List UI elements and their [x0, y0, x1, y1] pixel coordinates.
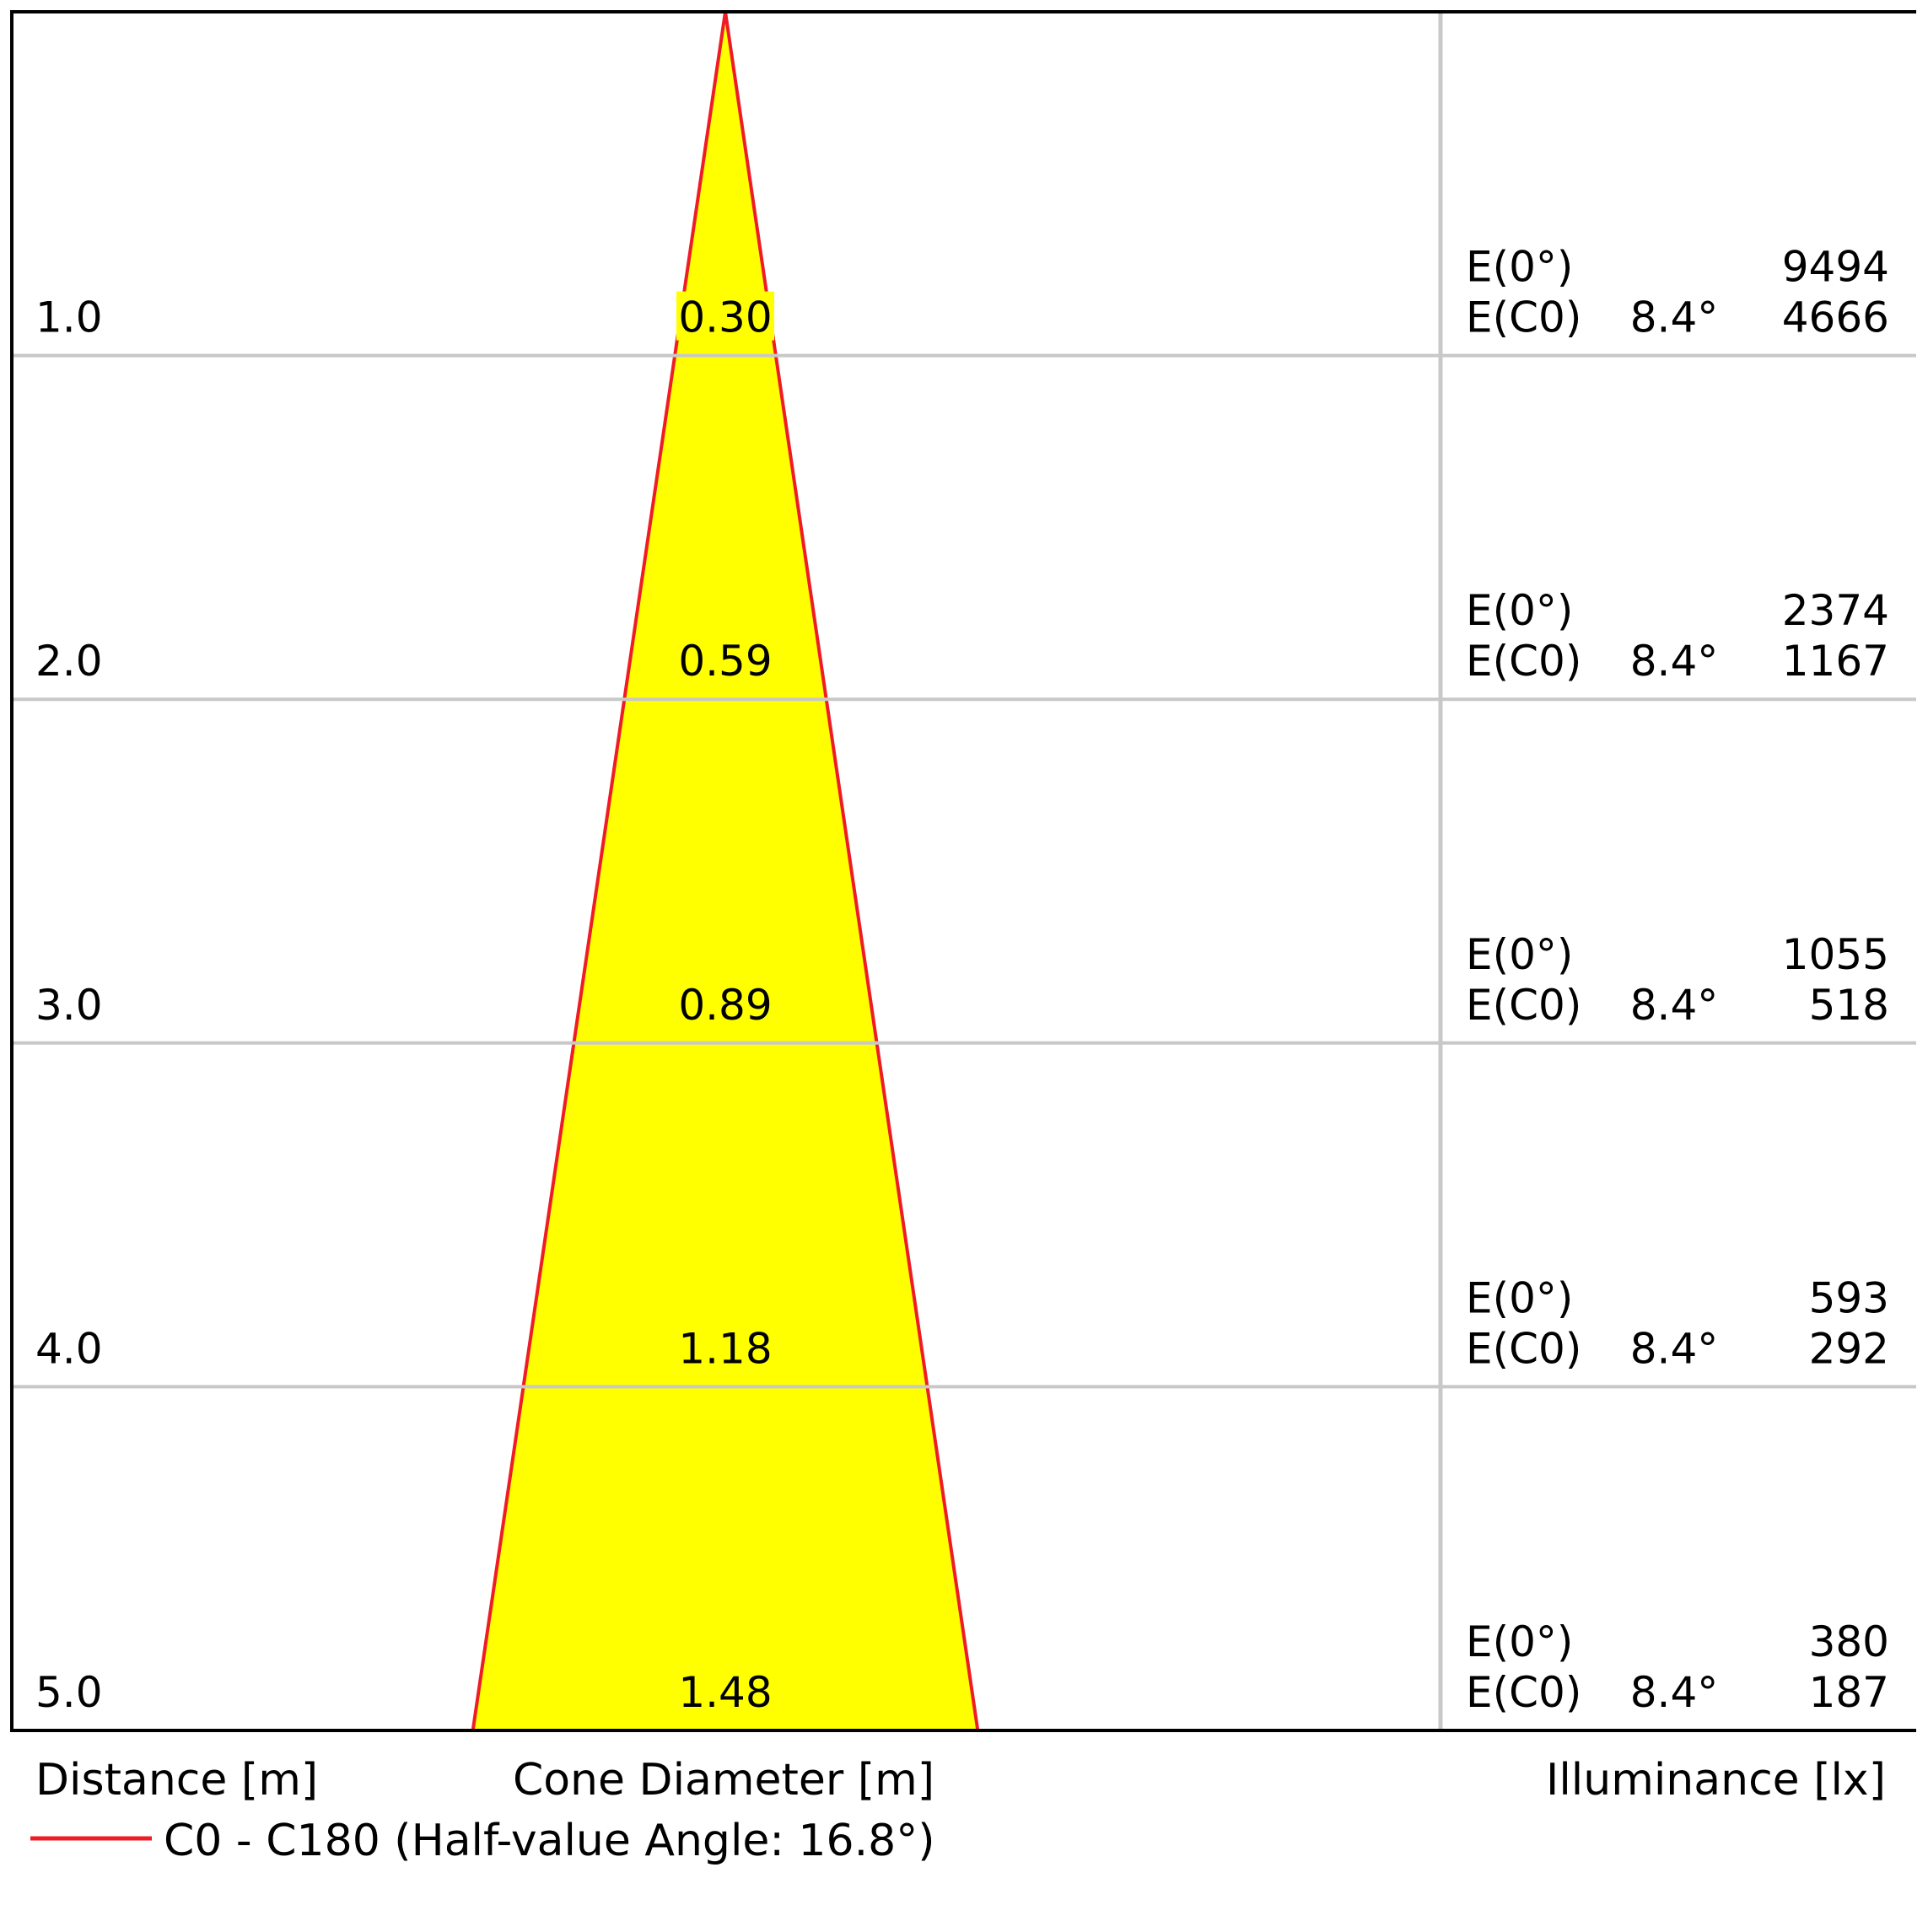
ec0-value-1.0: 4666: [1782, 293, 1889, 342]
diameter-label-4.0: 1.18: [678, 1324, 772, 1373]
diameter-label-bg-1.0: [676, 291, 774, 341]
diameter-label-2.0: 0.59: [678, 637, 772, 686]
ec0-angle-2.0: 8.4°: [1630, 637, 1719, 686]
e0-label-5.0: E(0°): [1466, 1617, 1573, 1666]
ec0-label-2.0: E(C0): [1466, 637, 1581, 686]
ec0-value-2.0: 1167: [1782, 637, 1889, 686]
distance-label-5.0: 5.0: [35, 1668, 103, 1717]
ec0-label-3.0: E(C0): [1466, 981, 1581, 1030]
distance-axis-label: Distance [m]: [35, 1755, 318, 1806]
diameter-label-1.0: 0.30: [678, 293, 772, 342]
e0-value-2.0: 2374: [1782, 586, 1889, 635]
distance-label-1.0: 1.0: [35, 293, 103, 342]
grid-layer: [12, 12, 1916, 1730]
ec0-angle-5.0: 8.4°: [1630, 1668, 1719, 1717]
frame: [10, 10, 1916, 1732]
cone-diameter-axis-label: Cone Diameter [m]: [513, 1755, 934, 1806]
ec0-angle-1.0: 8.4°: [1630, 293, 1719, 342]
e0-value-4.0: 593: [1809, 1273, 1889, 1322]
e0-label-1.0: E(0°): [1466, 243, 1573, 292]
distance-label-4.0: 4.0: [35, 1324, 103, 1373]
frame-layer: [10, 10, 1916, 1732]
ec0-label-4.0: E(C0): [1466, 1324, 1581, 1373]
ec0-angle-3.0: 8.4°: [1630, 981, 1719, 1030]
distance-label-3.0: 3.0: [35, 981, 103, 1030]
e0-value-1.0: 9494: [1782, 243, 1889, 292]
ec0-label-5.0: E(C0): [1466, 1668, 1581, 1717]
illuminance-axis-label: Illuminance [lx]: [1546, 1755, 1886, 1806]
e0-value-5.0: 380: [1809, 1617, 1889, 1666]
e0-label-4.0: E(0°): [1466, 1273, 1573, 1322]
ec0-label-1.0: E(C0): [1466, 293, 1581, 342]
diameter-label-3.0: 0.89: [678, 981, 772, 1030]
diameter-label-5.0: 1.48: [678, 1668, 772, 1717]
e0-label-3.0: E(0°): [1466, 930, 1573, 979]
cone-fill: [472, 12, 978, 1730]
e0-label-2.0: E(0°): [1466, 586, 1573, 635]
ec0-value-3.0: 518: [1809, 981, 1889, 1030]
label-layer: 1.0 0.30 E(0°) 9494 E(C0) 8.4° 4666 2.0 0.59 E(0°…: [35, 243, 1889, 1717]
legend-label: C0 - C180 (Half-value Angle: 16.8°): [164, 1816, 935, 1866]
ec0-value-4.0: 292: [1809, 1324, 1889, 1373]
ec0-value-5.0: 187: [1809, 1668, 1889, 1717]
e0-value-3.0: 1055: [1782, 930, 1889, 979]
ec0-angle-4.0: 8.4°: [1630, 1324, 1719, 1373]
distance-label-2.0: 2.0: [35, 637, 103, 686]
